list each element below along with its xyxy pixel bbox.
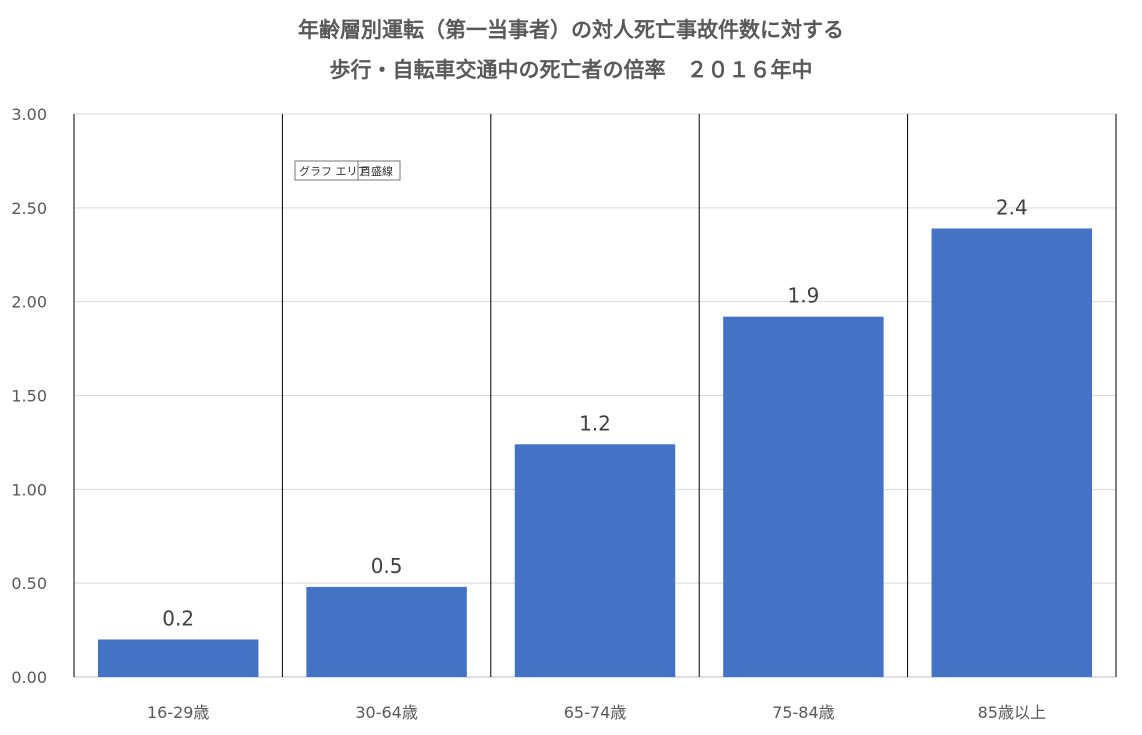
data-label-16-29歳: 0.2: [162, 606, 194, 630]
y-tick-label: 3.00: [11, 105, 47, 124]
category-separators: [73, 114, 1117, 677]
x-category-label: 75-84歳: [772, 703, 835, 722]
bar-30-64歳[interactable]: [306, 586, 467, 677]
bar-16-29歳[interactable]: [97, 639, 259, 677]
x-category-label: 85歳以上: [978, 703, 1046, 722]
bars: [97, 228, 1093, 677]
y-tick-label: 2.50: [11, 199, 47, 218]
chart-title-line-2: 歩行・自転車交通中の死亡者の倍率 ２０１６年中: [330, 58, 813, 82]
tooltip-box: [294, 160, 401, 181]
bar-65-74歳[interactable]: [514, 444, 676, 677]
tooltip-label-chart-area: グラフ エリア: [299, 164, 369, 178]
data-labels: 0.2 0.5 1.2 1.9 2.4: [162, 195, 1027, 630]
y-tick-label: 1.00: [11, 480, 47, 499]
tooltip: グラフ エリア 目盛線: [294, 160, 401, 181]
data-label-30-64歳: 0.5: [371, 554, 403, 578]
x-axis-category-labels: 16-29歳 30-64歳 65-74歳 75-84歳 85歳以上: [147, 703, 1046, 722]
y-tick-label: 0.00: [11, 668, 47, 687]
tooltip-label-gridline: 目盛線: [360, 164, 393, 178]
bar-75-84歳[interactable]: [723, 316, 884, 677]
data-label-65-74歳: 1.2: [579, 411, 611, 435]
chart-title: 年齢層別運転（第一当事者）の対人死亡事故件数に対する 歩行・自転車交通中の死亡者…: [298, 18, 844, 82]
chart-title-line-1: 年齢層別運転（第一当事者）の対人死亡事故件数に対する: [298, 18, 844, 42]
y-tick-label: 0.50: [11, 574, 47, 593]
bar-85歳以上[interactable]: [931, 228, 1093, 677]
x-category-label: 16-29歳: [147, 703, 210, 722]
data-label-75-84歳: 1.9: [787, 284, 819, 308]
x-category-label: 65-74歳: [564, 703, 627, 722]
data-label-85歳以上: 2.4: [996, 195, 1028, 219]
y-axis-tick-labels: 0.00 0.50 1.00 1.50 2.00 2.50 3.00: [11, 105, 47, 687]
y-tick-label: 1.50: [11, 387, 47, 406]
y-tick-label: 2.00: [11, 293, 47, 312]
x-category-label: 30-64歳: [355, 703, 418, 722]
